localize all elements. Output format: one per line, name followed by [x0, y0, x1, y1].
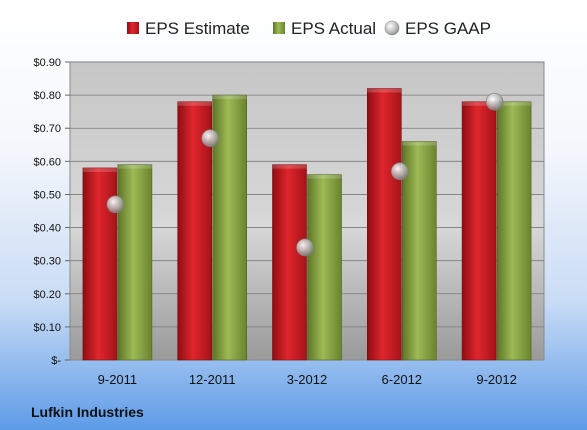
gaap-points [106, 92, 504, 257]
y-tick-label: $0.80 [33, 90, 61, 102]
bar-top-highlight [497, 101, 532, 106]
bar-eps-estimate [366, 88, 402, 361]
legend: EPS Estimate EPS Actual EPS GAAP [127, 19, 491, 38]
y-tick-label: $0.30 [33, 256, 61, 268]
point-eps-gaap [485, 92, 504, 111]
bar-eps-actual [401, 141, 437, 361]
legend-swatch-estimate [127, 22, 139, 34]
bar-top-highlight [117, 164, 152, 169]
x-category-label: 9-2012 [476, 372, 516, 387]
legend-label-actual: EPS Actual [291, 19, 376, 38]
bar-top-highlight [272, 164, 307, 169]
bar-top-highlight [212, 95, 247, 100]
bars [82, 88, 532, 361]
x-category-label: 6-2012 [382, 372, 422, 387]
bar-top-highlight [367, 88, 402, 93]
x-axis-categories: 9-2011 12-2011 3-2012 6-2012 9-2012 [98, 372, 517, 387]
y-tick-label: $0.50 [33, 189, 61, 201]
bar-eps-actual [496, 101, 532, 361]
y-tick-label: $0.10 [33, 322, 61, 334]
bar-eps-actual [117, 164, 153, 361]
y-axis-ticks: $- $0.10 $0.20 $0.30 $0.40 $0.50 $0.60 $0.70 $0.… [33, 57, 70, 367]
legend-swatch-gaap [384, 20, 400, 36]
bar-top-highlight [177, 101, 212, 106]
bar-eps-actual [307, 174, 342, 361]
company-name: Lufkin Industries [31, 404, 144, 420]
y-tick-label: $- [51, 355, 61, 367]
point-eps-gaap [390, 162, 409, 181]
point-eps-gaap [106, 195, 125, 214]
bar-top-highlight [462, 101, 497, 106]
bar-top-highlight [307, 174, 342, 179]
y-tick-label: $0.60 [33, 156, 61, 168]
x-category-label: 12-2011 [189, 372, 236, 387]
bar-top-highlight [82, 167, 117, 172]
bar-top-highlight [402, 141, 437, 146]
y-tick-label: $0.70 [33, 123, 61, 135]
y-tick-label: $0.20 [33, 289, 61, 301]
point-eps-gaap [296, 238, 314, 257]
legend-label-estimate: EPS Estimate [145, 19, 250, 38]
y-tick-label: $0.40 [33, 223, 61, 235]
point-eps-gaap [201, 129, 219, 147]
x-category-label: 3-2012 [287, 372, 327, 387]
legend-label-gaap: EPS GAAP [405, 19, 491, 38]
x-category-label: 9-2011 [98, 372, 138, 387]
bar-eps-estimate [272, 164, 307, 361]
bar-eps-estimate [461, 101, 497, 361]
y-tick-label: $0.90 [33, 57, 61, 69]
legend-swatch-actual [273, 22, 285, 34]
